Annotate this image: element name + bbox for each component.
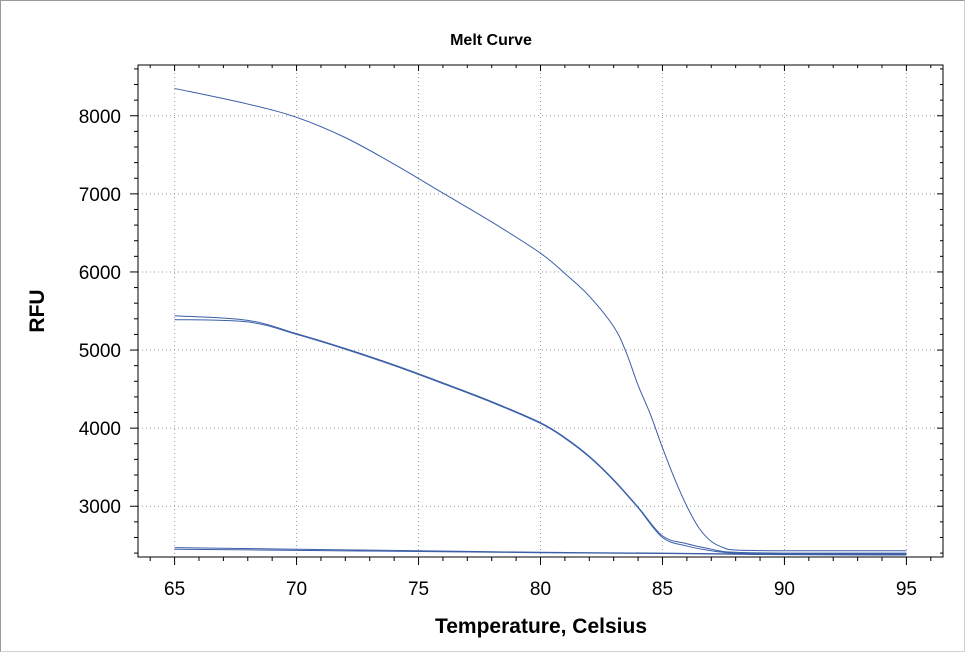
y-tick-label: 5000 [79, 341, 121, 362]
y-tick-labels: 3000 4000 5000 6000 7000 8000 [79, 107, 121, 518]
x-tick-labels: 65 70 75 80 85 90 95 [164, 579, 917, 600]
y-tick-label: 4000 [79, 419, 121, 440]
chart-title: Melt Curve [450, 32, 532, 49]
y-tick-label: 7000 [79, 185, 121, 206]
axis-ticks [130, 65, 943, 565]
plot-area-border [137, 64, 944, 558]
series-lines [174, 87, 907, 556]
x-tick-label: 75 [408, 579, 429, 600]
x-tick-label: 95 [896, 579, 917, 600]
x-tick-label: 80 [530, 579, 551, 600]
x-tick-label: 70 [286, 579, 307, 600]
y-tick-label: 3000 [79, 497, 121, 518]
x-tick-label: 65 [164, 579, 185, 600]
melt-curve-series-5 [174, 548, 907, 556]
melt-curve-series-2 [174, 315, 907, 554]
x-tick-label: 90 [774, 579, 795, 600]
x-axis-label: Temperature, Celsius [435, 615, 647, 638]
melt-curve-series-3 [174, 319, 907, 555]
melt-curve-series-1 [174, 87, 907, 552]
y-tick-label: 6000 [79, 263, 121, 284]
y-axis-label: RFU [26, 289, 49, 332]
y-tick-label: 8000 [79, 107, 121, 128]
grid-lines [138, 65, 943, 557]
x-tick-label: 85 [652, 579, 673, 600]
